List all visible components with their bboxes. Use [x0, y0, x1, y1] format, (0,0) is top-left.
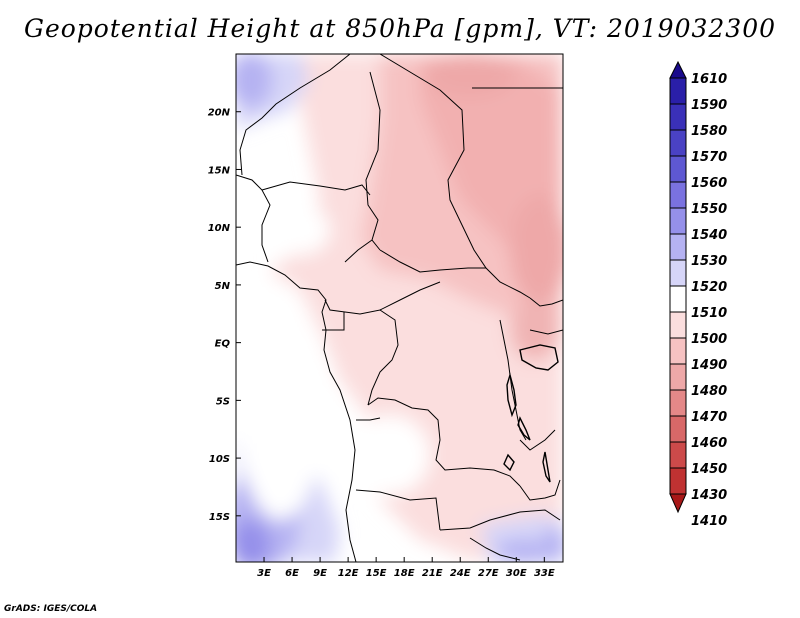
chart-title: Geopotential Height at 850hPa [gpm], VT:… [23, 14, 777, 43]
lakes [503, 344, 559, 483]
colorbar-swatch [669, 285, 687, 313]
lat-tick-label: 5N [215, 281, 231, 292]
map-frame [235, 53, 564, 563]
lon-tick-label: 21E [422, 568, 443, 579]
colorbar-swatch [669, 311, 687, 339]
lat-tick-label: 15S [209, 512, 230, 523]
colorbar-swatch [669, 467, 687, 495]
lon-tick-label: 18E [394, 568, 415, 579]
colorbar-bottom-arrow [669, 493, 687, 514]
colorbar-top-arrow [669, 60, 687, 79]
lon-tick-label: 15E [366, 568, 387, 579]
colorbar-swatch [669, 389, 687, 417]
lat-tick-label: 20N [208, 108, 231, 119]
colorbar-level-label: 1590 [691, 98, 727, 113]
colorbar-swatch [669, 441, 687, 469]
colorbar-level-label: 1570 [691, 150, 727, 165]
colorbar-level-label: 1510 [691, 306, 727, 321]
lon-tick-label: 3E [257, 568, 271, 579]
colorbar-level-label: 1560 [691, 176, 727, 191]
colorbar-level-label: 1530 [691, 254, 727, 269]
lat-tick-label: 10N [208, 223, 231, 234]
colorbar-swatch [669, 129, 687, 157]
grads-credit: GrADS: IGES/COLA [4, 604, 98, 614]
lon-tick-label: 6E [285, 568, 299, 579]
colorbar-level-label: 1450 [691, 462, 727, 477]
colorbar-level-label: 1480 [691, 384, 727, 399]
colorbar-swatch [669, 233, 687, 261]
colorbar-swatch [669, 207, 687, 235]
colorbar-swatch [669, 155, 687, 183]
colorbar-swatch [669, 363, 687, 391]
colorbar-level-label: 1520 [691, 280, 727, 295]
lon-tick-label: 33E [534, 568, 555, 579]
lat-tick-label: 15N [208, 165, 231, 176]
longitude-axis: 3E 6E 9E 12E 15E 18E 21E 24E 27E 30E 33E [257, 557, 555, 579]
colorbar-level-label: 1540 [691, 228, 727, 243]
lon-tick-label: 9E [313, 568, 327, 579]
colorbar-level-label: 1610 [691, 72, 727, 87]
colorbar: 1610 1590 1580 1570 1560 1550 1540 1530 1520 1510… [669, 60, 727, 529]
lat-tick-label: EQ [215, 339, 231, 350]
lon-tick-label: 24E [450, 568, 471, 579]
colorbar-level-label: 1490 [691, 358, 727, 373]
colorbar-swatch [669, 181, 687, 209]
colorbar-level-label: 1550 [691, 202, 727, 217]
lon-tick-label: 27E [478, 568, 499, 579]
colorbar-swatch [669, 337, 687, 365]
colorbar-swatch [669, 103, 687, 131]
height-field [236, 54, 563, 562]
lon-tick-label: 30E [506, 568, 527, 579]
lon-tick-label: 12E [338, 568, 359, 579]
colorbar-level-label: 1460 [691, 436, 727, 451]
colorbar-swatch [669, 415, 687, 443]
colorbar-level-label: 1470 [691, 410, 727, 425]
lat-tick-label: 5S [216, 396, 230, 407]
colorbar-swatch [669, 77, 687, 105]
colorbar-level-label: 1500 [691, 332, 727, 347]
country-borders [236, 54, 563, 562]
lat-tick-label: 10S [209, 454, 230, 465]
colorbar-level-label: 1410 [691, 514, 727, 529]
latitude-axis: 20N 15N 10N 5N EQ 5S 10S 15S [208, 108, 241, 523]
colorbar-swatch [669, 259, 687, 287]
colorbar-level-label: 1580 [691, 124, 727, 139]
colorbar-level-label: 1430 [691, 488, 727, 503]
